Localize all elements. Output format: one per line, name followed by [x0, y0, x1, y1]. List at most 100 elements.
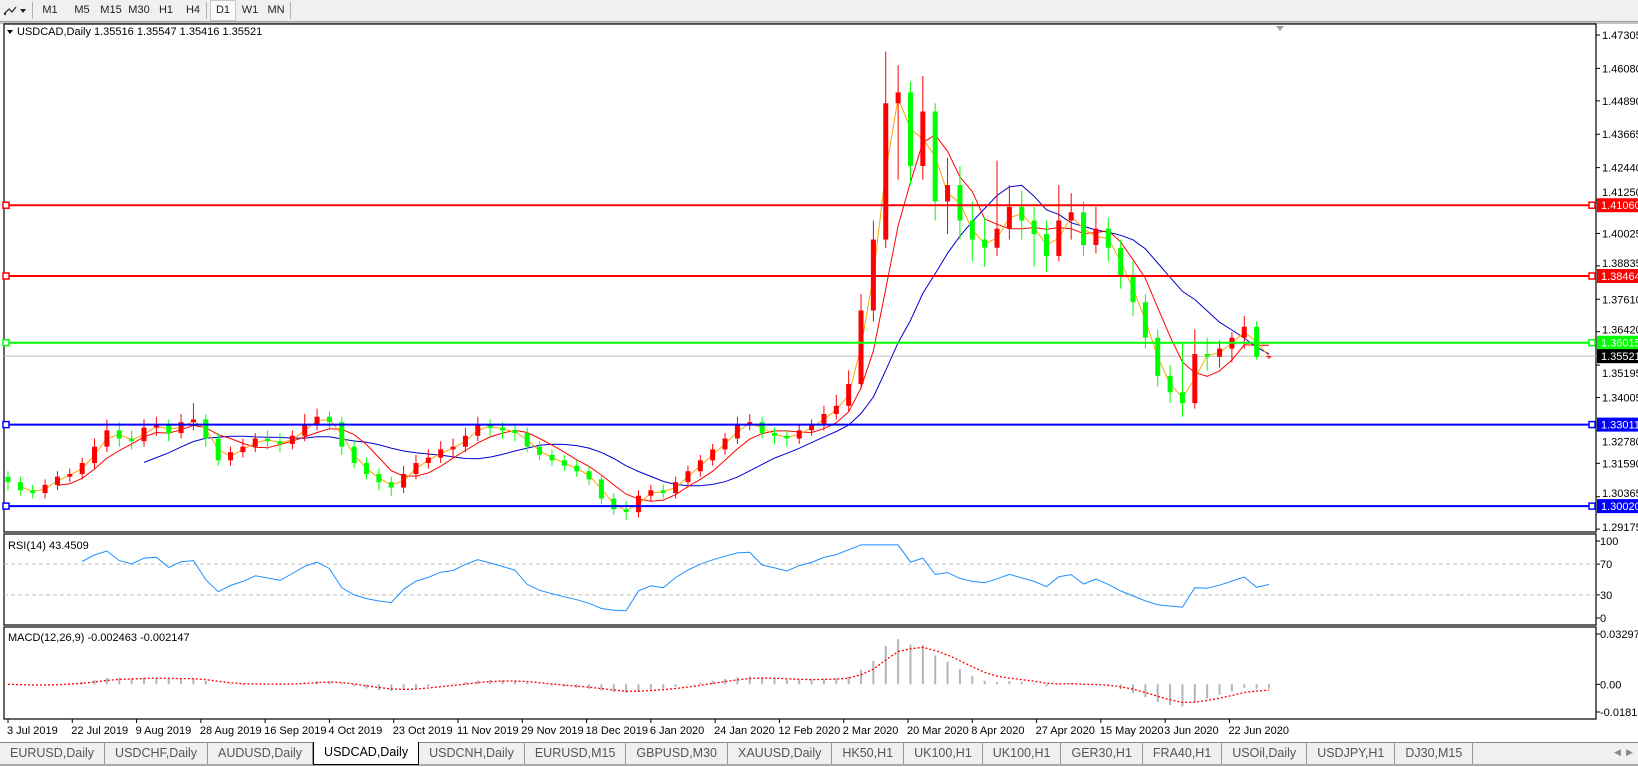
- candle-body: [1043, 234, 1049, 256]
- line-handle-left[interactable]: [2, 502, 10, 510]
- chart-tab[interactable]: GBPUSD,M30: [626, 743, 728, 764]
- chart-shift-marker-icon: [1276, 26, 1284, 31]
- candle-body: [524, 433, 530, 447]
- candle-body: [747, 422, 753, 425]
- price-tick-label: 1.47305: [1602, 30, 1638, 42]
- candlestick: [228, 446, 234, 466]
- candle-body: [67, 473, 73, 477]
- chart-tab[interactable]: USOil,Daily: [1222, 743, 1308, 764]
- rsi-tick-label: 70: [1600, 559, 1612, 571]
- line-handle-right[interactable]: [1588, 201, 1596, 209]
- candlestick: [289, 430, 295, 450]
- candle-body: [1241, 326, 1247, 338]
- tools-dropdown-icon[interactable]: [18, 0, 28, 21]
- timeframe-m15-button[interactable]: M15: [100, 4, 122, 16]
- chart-tab[interactable]: USDCNH,Daily: [419, 743, 525, 764]
- candlestick: [1142, 294, 1148, 349]
- timeframe-m30-button[interactable]: M30: [128, 4, 150, 16]
- candle-body: [1204, 354, 1210, 357]
- chart-window[interactable]: 1.47305 1.46080 1.44890 1.43665 1.42440 1.412…: [0, 0, 1638, 742]
- timeframe-d1-button[interactable]: D1: [210, 0, 236, 21]
- line-tools-icon[interactable]: [2, 0, 18, 21]
- line-handle-left[interactable]: [2, 272, 10, 280]
- line-handle-right[interactable]: [1588, 272, 1596, 280]
- timeframe-m5-button[interactable]: M5: [74, 4, 90, 16]
- price-tick-label: 1.42440: [1602, 163, 1638, 175]
- candlestick: [833, 394, 839, 420]
- candle-body: [92, 446, 98, 464]
- chart-tab[interactable]: FRA40,H1: [1143, 743, 1223, 764]
- candle-body: [1130, 275, 1136, 303]
- collapse-triangle-icon: [7, 30, 13, 34]
- candle-body: [1155, 337, 1161, 376]
- candle-body: [79, 463, 85, 474]
- candle-body: [809, 424, 815, 431]
- candle-body: [1105, 228, 1111, 248]
- candlestick: [982, 217, 988, 267]
- chart-tab[interactable]: UK100,H1: [904, 743, 983, 764]
- line-handle-right[interactable]: [1588, 420, 1596, 429]
- candlestick: [203, 413, 209, 447]
- price-level-label: 1.41060: [1601, 200, 1638, 212]
- tab-scroll-left-icon[interactable]: ◀: [1614, 747, 1621, 757]
- line-handle-left[interactable]: [2, 420, 10, 429]
- chart-tab[interactable]: UK100,H1: [983, 743, 1062, 764]
- candlestick: [821, 405, 827, 431]
- chart-tab[interactable]: XAUUSD,Daily: [728, 743, 833, 764]
- price-level-label-bg: [1597, 268, 1638, 283]
- candle-body: [598, 479, 604, 499]
- chart-tab[interactable]: EURUSD,Daily: [0, 743, 106, 764]
- chart-tab[interactable]: HK50,H1: [832, 743, 905, 764]
- candlestick: [623, 501, 629, 521]
- candle-body: [401, 473, 407, 488]
- timeframe-m1-button[interactable]: M1: [42, 4, 58, 16]
- candlestick: [1118, 239, 1124, 289]
- candle-body: [1142, 302, 1148, 338]
- candle-body: [450, 446, 456, 450]
- timeframe-h1-button[interactable]: H1: [158, 4, 174, 16]
- macd-tick-label: -0.018154: [1600, 707, 1638, 719]
- timeframe-h4-button[interactable]: H4: [185, 4, 201, 16]
- chart-tab[interactable]: GER30,H1: [1061, 743, 1143, 764]
- candlestick: [1031, 206, 1037, 267]
- candle-body: [438, 449, 444, 458]
- candle-body: [537, 446, 543, 455]
- candle-body: [487, 424, 493, 428]
- timeframe-w1-button[interactable]: W1: [241, 4, 259, 16]
- candlestick: [1217, 340, 1223, 368]
- candle-body: [611, 498, 617, 510]
- candle-body: [623, 509, 629, 513]
- candlestick: [883, 51, 889, 248]
- candlestick: [438, 441, 444, 464]
- date-tick-label: 8 Apr 2020: [971, 725, 1024, 737]
- candle-body: [462, 435, 468, 447]
- candle-body: [957, 185, 963, 221]
- line-handle-left[interactable]: [2, 338, 10, 347]
- candlestick: [660, 484, 666, 499]
- chart-tab[interactable]: AUDUSD,Daily: [208, 743, 314, 764]
- candlestick: [153, 416, 159, 436]
- macd-tick-label: 0.032972: [1600, 629, 1638, 641]
- timeframe-mn-button[interactable]: MN: [267, 4, 285, 16]
- candle-body: [30, 490, 36, 494]
- tab-scroll-right-icon[interactable]: ▶: [1626, 747, 1633, 757]
- candle-body: [685, 471, 691, 483]
- line-handle-left[interactable]: [2, 201, 10, 209]
- candlestick: [30, 484, 36, 499]
- chart-tab[interactable]: USDJPY,H1: [1307, 743, 1396, 764]
- line-handle-right[interactable]: [1588, 338, 1596, 347]
- candlestick: [17, 476, 23, 496]
- chart-tab[interactable]: USDCHF,Daily: [105, 743, 208, 764]
- candle-body: [549, 454, 555, 461]
- candlestick: [945, 157, 951, 235]
- date-tick-label: 6 Jan 2020: [650, 725, 704, 737]
- candlestick: [809, 419, 815, 436]
- candlestick: [1093, 206, 1099, 254]
- candle-body: [945, 185, 951, 202]
- candle-body: [660, 490, 666, 494]
- candlestick: [178, 413, 184, 439]
- chart-tab[interactable]: EURUSD,M15: [525, 743, 627, 764]
- line-handle-right[interactable]: [1588, 502, 1596, 510]
- chart-tab[interactable]: USDCAD,Daily: [313, 742, 420, 765]
- chart-tab[interactable]: DJ30,M15: [1395, 743, 1474, 764]
